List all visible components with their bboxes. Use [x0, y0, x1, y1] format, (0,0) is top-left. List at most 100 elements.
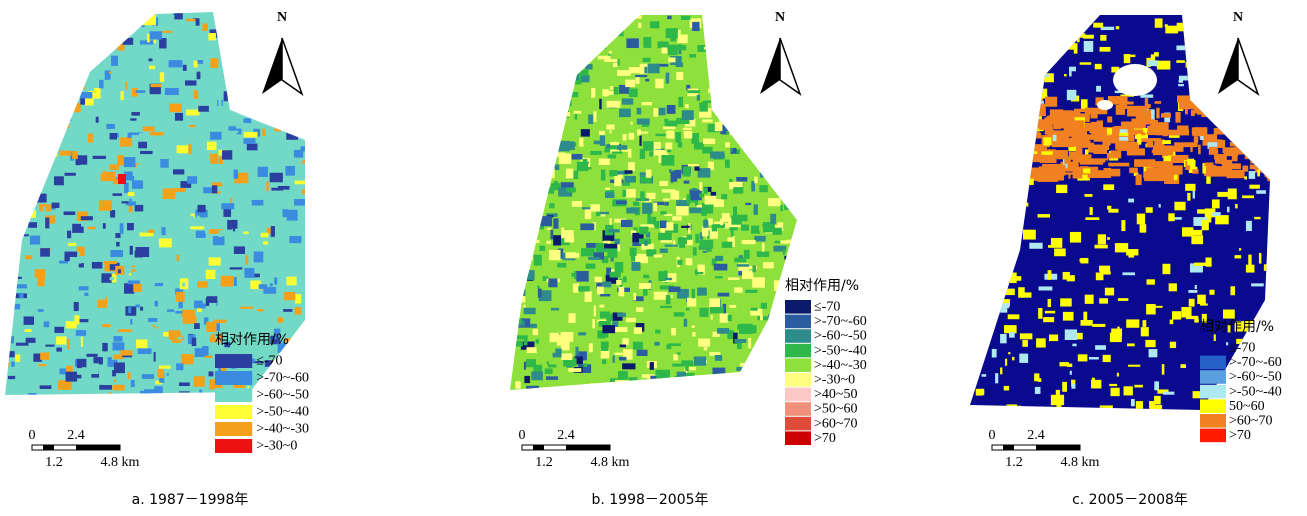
scale-bar-segment	[1036, 445, 1080, 450]
land-patch	[1269, 120, 1284, 126]
legend-swatch	[1200, 385, 1226, 399]
land-patch	[1070, 232, 1081, 243]
land-patch	[531, 19, 544, 25]
land-patch	[533, 329, 538, 335]
land-patch	[93, 156, 106, 159]
land-patch	[1100, 47, 1111, 52]
land-patch	[68, 291, 81, 296]
land-patch	[66, 90, 70, 94]
legend-label: >-50~-40	[1229, 384, 1282, 399]
land-patch	[176, 363, 183, 370]
land-patch	[58, 380, 72, 390]
land-patch	[299, 355, 303, 364]
land-patch	[128, 389, 133, 399]
land-patch	[629, 88, 638, 97]
land-patch	[103, 375, 113, 385]
land-patch	[1266, 103, 1279, 109]
land-patch	[771, 389, 777, 398]
land-patch	[243, 231, 248, 233]
land-patch	[17, 63, 27, 74]
land-patch	[702, 387, 708, 396]
land-patch	[1008, 352, 1010, 354]
land-patch	[528, 121, 538, 124]
land-patch	[1149, 349, 1158, 357]
land-patch	[224, 91, 228, 101]
land-patch	[12, 80, 25, 85]
scale-label: 2.4	[1027, 428, 1045, 443]
land-patch	[539, 59, 545, 69]
land-patch	[1062, 40, 1074, 50]
land-patch	[725, 142, 730, 147]
land-patch	[973, 164, 979, 175]
land-patch	[672, 216, 681, 220]
land-patch	[609, 51, 612, 54]
land-patch	[772, 112, 779, 117]
land-patch	[249, 20, 253, 29]
land-patch	[77, 359, 87, 368]
land-patch	[64, 211, 76, 215]
land-patch	[135, 304, 140, 307]
land-patch	[1222, 110, 1230, 112]
land-patch	[547, 165, 559, 171]
land-patch	[513, 318, 515, 326]
land-patch	[35, 269, 45, 278]
land-patch	[513, 189, 522, 197]
land-patch	[990, 125, 1003, 132]
scale-label: 4.8 km	[101, 455, 140, 470]
land-patch	[135, 205, 144, 212]
land-patch	[615, 327, 628, 332]
land-patch	[17, 120, 24, 129]
land-patch	[606, 144, 609, 148]
land-patch	[1231, 97, 1241, 102]
land-patch	[1012, 357, 1014, 361]
land-patch	[113, 385, 125, 391]
land-patch	[36, 130, 50, 132]
land-patch	[1039, 286, 1053, 290]
land-patch	[510, 187, 520, 193]
land-patch	[584, 363, 588, 367]
land-patch	[172, 218, 177, 226]
land-patch	[524, 100, 527, 111]
land-patch	[728, 49, 733, 54]
land-patch	[780, 122, 791, 127]
legend-label: >-60~-50	[1229, 370, 1282, 385]
white-area	[1113, 64, 1157, 96]
land-patch	[135, 247, 149, 257]
land-patch	[22, 210, 36, 218]
land-patch	[197, 60, 203, 64]
land-patch	[982, 374, 987, 377]
land-patch	[528, 156, 534, 164]
land-patch	[656, 370, 670, 380]
land-patch	[512, 91, 515, 99]
land-patch	[602, 359, 606, 364]
figure: N相对作用/%≤-70>-70~-60>-60~-50>-50~-40>-40~…	[0, 0, 1307, 516]
land-patch	[512, 295, 526, 302]
land-patch	[175, 311, 182, 313]
land-patch	[133, 284, 141, 292]
land-patch	[709, 298, 720, 307]
land-patch	[1162, 264, 1170, 274]
land-patch	[1008, 314, 1020, 319]
land-patch	[1195, 285, 1197, 289]
land-patch	[549, 203, 554, 208]
land-patch	[1115, 142, 1138, 150]
land-patch	[562, 386, 568, 389]
land-patch	[549, 90, 562, 95]
land-patch	[661, 155, 674, 166]
land-patch	[619, 109, 631, 118]
land-patch	[1146, 207, 1153, 213]
land-patch	[721, 194, 727, 199]
land-patch	[109, 80, 121, 87]
land-patch	[186, 110, 199, 116]
land-patch	[1175, 158, 1179, 162]
land-patch	[128, 192, 134, 196]
land-patch	[689, 207, 702, 213]
land-patch	[511, 319, 522, 324]
land-patch	[1053, 150, 1068, 156]
land-patch	[596, 17, 600, 24]
land-patch	[1096, 86, 1101, 92]
land-patch	[274, 116, 286, 120]
land-patch	[197, 281, 208, 288]
land-patch	[1001, 272, 1008, 283]
land-patch	[1026, 110, 1033, 112]
